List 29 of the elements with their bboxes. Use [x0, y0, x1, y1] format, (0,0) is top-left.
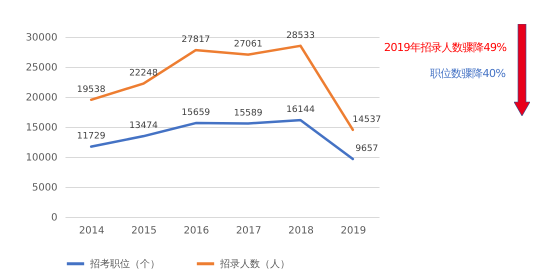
y-tick-label: 0	[51, 212, 58, 224]
y-tick-label: 5000	[32, 182, 58, 194]
data-label: 16144	[286, 105, 316, 116]
data-label: 27061	[234, 40, 262, 50]
x-tick-label: 2018	[288, 226, 314, 236]
data-label: 22248	[129, 68, 158, 79]
x-tick-label: 2015	[131, 226, 157, 236]
text: 2019年招录人数骤降49%	[384, 40, 506, 55]
y-tick-label: 20000	[26, 92, 58, 104]
y-tick-label: 10000	[26, 152, 58, 164]
x-tick-label: 2016	[184, 226, 210, 236]
x-tick-label: 2019	[340, 226, 366, 236]
x-tick-label: 2017	[236, 226, 262, 236]
data-label: 13474	[129, 121, 158, 132]
data-label: 11729	[76, 132, 106, 142]
y-tick-label: 15000	[26, 122, 58, 134]
text: 职位数骤降40%	[430, 66, 506, 81]
x-tick-label: 2014	[78, 226, 104, 236]
data-label: 15659	[182, 108, 210, 118]
data-label: 14537	[352, 114, 382, 125]
data-label: 15589	[234, 108, 263, 118]
y-tick-label: 30000	[26, 32, 58, 44]
data-label: 27817	[182, 35, 210, 46]
data-label: 28533	[286, 30, 315, 41]
data-label: 19538	[76, 84, 106, 95]
data-label: 9657	[355, 144, 378, 154]
y-tick-label: 25000	[26, 62, 58, 74]
legend-label: 招考职位（个）	[89, 258, 160, 270]
legend-label: 招录人数（人）	[219, 258, 290, 270]
